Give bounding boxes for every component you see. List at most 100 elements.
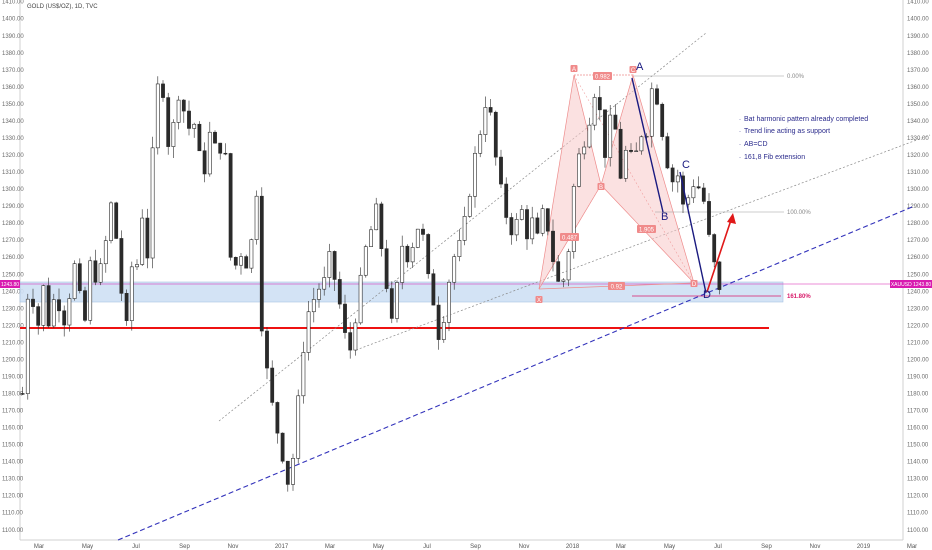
candle-body-100 <box>540 208 545 234</box>
y-tick-right-22: 1320.00 <box>907 153 929 159</box>
price-tag-left[interactable]: 1243.80 <box>0 280 20 288</box>
y-tick-right-10: 1200.00 <box>907 357 929 363</box>
candle-body-79 <box>431 273 436 306</box>
candle-body-94 <box>509 217 514 236</box>
candle-body-108 <box>582 146 587 155</box>
projection-arrow[interactable] <box>706 213 736 293</box>
y-tick-right-23: 1330.00 <box>907 136 929 142</box>
y-tick-right-26: 1360.00 <box>907 85 929 91</box>
candle-body-54 <box>301 352 306 397</box>
candle-body-77 <box>421 228 425 235</box>
candle-body-16 <box>103 240 108 265</box>
candle-body-17 <box>109 202 113 241</box>
candle-body-89 <box>483 107 488 135</box>
annotation-4: 161,8 Fib extension <box>744 154 805 161</box>
candle-body-42 <box>239 256 243 266</box>
point-label-c[interactable]: C <box>629 66 637 74</box>
candle-body-63 <box>348 332 353 351</box>
candle-body-133 <box>712 234 717 263</box>
y-tick-right-0: 1100.00 <box>907 528 929 534</box>
y-tick-right-27: 1370.00 <box>907 68 929 74</box>
abcd-legs[interactable] <box>631 77 707 294</box>
candle-body-56 <box>311 299 316 313</box>
ratio-xa[interactable]: 0.487 <box>560 233 579 242</box>
candle-body-78 <box>426 234 431 275</box>
candle-body-119 <box>639 136 644 152</box>
ratio-ab[interactable]: 0.982 <box>593 72 612 81</box>
y-tick-right-9: 1190.00 <box>907 374 929 380</box>
candle-body-2 <box>31 298 35 307</box>
candle-body-73 <box>400 245 405 283</box>
candle-body-104 <box>561 279 566 282</box>
x-tick-2: Jul <box>132 544 140 550</box>
svg-text:X: X <box>537 298 541 304</box>
y-tick-left-25: 1350.00 <box>2 102 24 108</box>
y-tick-right-8: 1180.00 <box>907 392 929 398</box>
candle-body-132 <box>707 201 711 235</box>
candle-body-88 <box>478 134 483 154</box>
y-tick-left-23: 1330.00 <box>2 136 24 142</box>
y-tick-left-22: 1320.00 <box>2 153 24 159</box>
abcd-label-d: D <box>703 289 711 301</box>
arrow-head <box>727 213 736 224</box>
point-label-b[interactable]: B <box>597 183 605 191</box>
y-tick-left-8: 1180.00 <box>2 392 24 398</box>
point-label-a[interactable]: A <box>570 65 578 73</box>
candle-body-12 <box>83 290 87 321</box>
candle-body-24 <box>145 217 150 259</box>
candle-body-44 <box>249 239 254 269</box>
candle-body-130 <box>696 186 701 189</box>
abcd-leg-cd <box>679 171 707 294</box>
y-tick-left-3: 1130.00 <box>2 477 24 483</box>
candle-body-23 <box>140 217 145 265</box>
ratio-bc[interactable]: 1.905 <box>637 225 656 234</box>
point-label-x[interactable]: X <box>535 296 543 304</box>
y-tick-right-28: 1380.00 <box>907 51 929 57</box>
candle-body-43 <box>244 256 249 269</box>
y-tick-left-0: 1100.00 <box>2 528 24 534</box>
y-tick-left-29: 1390.00 <box>2 34 24 40</box>
y-tick-left-15: 1250.00 <box>2 272 24 278</box>
candle-body-26 <box>155 83 160 149</box>
y-tick-left-2: 1120.00 <box>2 494 24 500</box>
candle-body-32 <box>187 110 191 129</box>
candle-body-29 <box>171 122 176 147</box>
fib-100-label: 100.00% <box>787 210 811 216</box>
candle-body-9 <box>67 298 72 326</box>
x-tick-9: Sep <box>470 544 481 550</box>
candle-body-113 <box>608 114 613 158</box>
candle-body-22 <box>135 264 139 268</box>
candle-body-93 <box>504 183 509 218</box>
y-tick-right-7: 1170.00 <box>907 409 929 415</box>
candle-body-111 <box>597 97 602 111</box>
candle-body-74 <box>405 245 410 263</box>
y-tick-right-21: 1310.00 <box>907 170 929 176</box>
ratio-xd[interactable]: 0.92 <box>608 282 625 291</box>
y-tick-left-16: 1260.00 <box>2 255 24 261</box>
candle-body-125 <box>670 167 675 183</box>
candle-body-72 <box>395 282 399 319</box>
candle-body-13 <box>88 260 93 321</box>
candle-body-91 <box>493 111 498 158</box>
support-zone[interactable] <box>19 281 784 303</box>
x-tick-0: Mar <box>34 544 44 550</box>
candle-body-95 <box>514 219 519 236</box>
price-tag-right[interactable]: XAUUSD 1243.80 <box>890 280 932 288</box>
x-tick-13: May <box>664 544 675 550</box>
candle-body-68 <box>374 203 379 231</box>
point-label-d[interactable]: D <box>690 280 698 288</box>
candle-body-51 <box>285 460 290 485</box>
candle-body-115 <box>618 128 623 179</box>
candle-body-5 <box>46 285 51 327</box>
candle-body-66 <box>363 246 368 276</box>
candle-body-15 <box>98 263 103 283</box>
candle-body-67 <box>369 229 373 247</box>
candle-body-0 <box>20 393 25 395</box>
candle-body-83 <box>452 256 457 283</box>
y-tick-right-24: 1340.00 <box>907 119 929 125</box>
candle-body-86 <box>467 195 472 217</box>
candle-body-122 <box>655 88 659 105</box>
x-tick-14: Jul <box>714 544 722 550</box>
candle-body-7 <box>57 299 61 312</box>
